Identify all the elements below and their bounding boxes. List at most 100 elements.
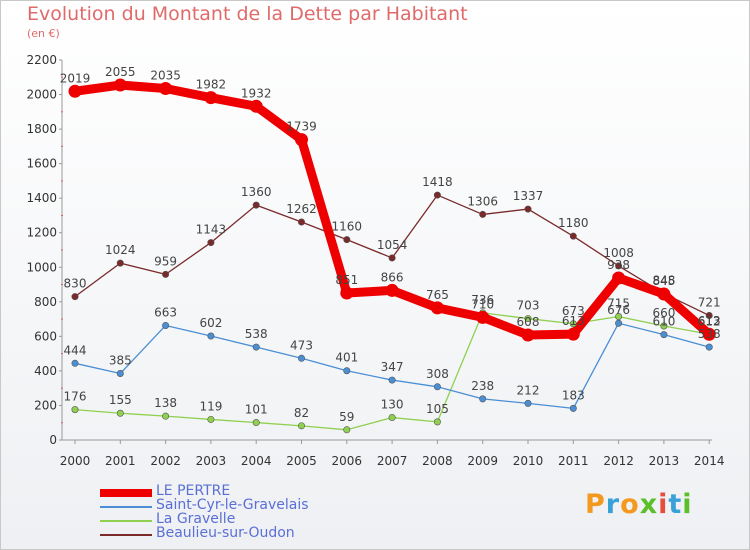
data-label: 660 — [652, 306, 675, 320]
data-point — [116, 369, 124, 377]
data-label: 613 — [562, 314, 585, 328]
data-point — [479, 210, 487, 218]
data-point — [479, 395, 487, 403]
chart-subtitle: (en €) — [27, 27, 60, 40]
x-tick-label: 2005 — [286, 454, 317, 468]
data-point — [207, 415, 215, 423]
data-point — [524, 205, 532, 213]
data-label: 1739 — [286, 120, 317, 134]
data-point — [71, 293, 79, 301]
data-point — [385, 283, 399, 297]
legend-swatch — [100, 489, 152, 497]
y-tick-label: 1000 — [26, 260, 57, 274]
data-label: 715 — [607, 297, 630, 311]
data-point — [615, 319, 623, 327]
data-point — [252, 419, 260, 427]
data-point — [207, 332, 215, 340]
x-tick-label: 2014 — [694, 454, 725, 468]
data-point — [71, 406, 79, 414]
x-tick-label: 2007 — [377, 454, 408, 468]
legend-swatch — [100, 506, 152, 508]
x-tick-label: 2003 — [196, 454, 227, 468]
data-point — [615, 312, 623, 320]
x-tick-label: 2001 — [105, 454, 136, 468]
data-point — [521, 328, 535, 342]
data-point — [113, 78, 127, 92]
data-label: 848 — [652, 274, 675, 288]
y-tick-label: 2200 — [26, 53, 57, 67]
logo-letter: P — [585, 489, 606, 520]
data-label: 538 — [245, 327, 268, 341]
series-points — [68, 78, 716, 434]
x-tick-label: 2012 — [603, 454, 634, 468]
data-point — [615, 262, 623, 270]
x-tick-label: 2006 — [332, 454, 363, 468]
data-label: 676 — [607, 303, 630, 317]
data-label: 212 — [517, 383, 540, 397]
data-point — [116, 409, 124, 417]
data-point — [162, 270, 170, 278]
data-label: 1143 — [196, 223, 227, 237]
data-label: 703 — [517, 299, 540, 313]
chart-title: Evolution du Montant de la Dette par Hab… — [27, 3, 468, 25]
data-point — [388, 254, 396, 262]
data-point — [252, 201, 260, 209]
data-point — [660, 331, 668, 339]
legend-label: LE PERTRE — [156, 483, 231, 499]
data-point — [430, 301, 444, 315]
data-label: 155 — [109, 393, 132, 407]
data-label: 1418 — [422, 175, 453, 189]
data-point — [705, 311, 713, 319]
data-label: 176 — [64, 390, 87, 404]
legend-label: Beaulieu-sur-Oudon — [156, 525, 295, 541]
x-tick-label: 2011 — [558, 454, 589, 468]
data-label: 608 — [517, 315, 540, 329]
data-label: 138 — [154, 396, 177, 410]
data-point — [702, 327, 716, 341]
logo-letter: i — [682, 489, 693, 520]
data-label: 2055 — [105, 65, 136, 79]
data-label: 610 — [652, 315, 675, 329]
logo-letter: t — [668, 489, 683, 520]
data-label: 1054 — [377, 238, 408, 252]
data-point — [660, 322, 668, 330]
data-label: 82 — [294, 406, 309, 420]
data-point — [204, 91, 218, 105]
data-label: 1262 — [286, 202, 317, 216]
data-label: 1160 — [332, 220, 363, 234]
data-label: 830 — [64, 277, 87, 291]
data-point — [340, 286, 354, 300]
data-label: 721 — [698, 295, 721, 309]
data-point — [433, 418, 441, 426]
x-tick-label: 2004 — [241, 454, 272, 468]
data-label: 538 — [698, 327, 721, 341]
logo-letter: o — [620, 489, 640, 520]
data-point — [159, 82, 173, 95]
data-point — [297, 218, 305, 226]
data-label: 612 — [698, 314, 721, 328]
data-point — [162, 321, 170, 329]
x-tick-label: 2013 — [649, 454, 680, 468]
logo-letter: x — [639, 489, 659, 520]
data-label: 119 — [199, 399, 222, 413]
y-tick-label: 600 — [34, 329, 57, 343]
data-label: 1008 — [603, 246, 634, 260]
data-label: 444 — [64, 343, 87, 357]
data-point — [569, 404, 577, 412]
legend-swatch — [100, 534, 152, 536]
data-point — [116, 259, 124, 267]
data-point — [476, 310, 490, 324]
y-tick-label: 1200 — [26, 226, 57, 240]
data-label: 938 — [607, 258, 630, 272]
data-point — [295, 133, 308, 147]
x-tick-label: 2002 — [150, 454, 181, 468]
y-tick-label: 1800 — [26, 122, 57, 136]
data-label: 473 — [290, 338, 313, 352]
data-label: 1024 — [105, 243, 136, 257]
proxiti-logo: Proxiti — [585, 489, 693, 520]
data-label: 765 — [426, 288, 449, 302]
data-point — [252, 343, 260, 351]
